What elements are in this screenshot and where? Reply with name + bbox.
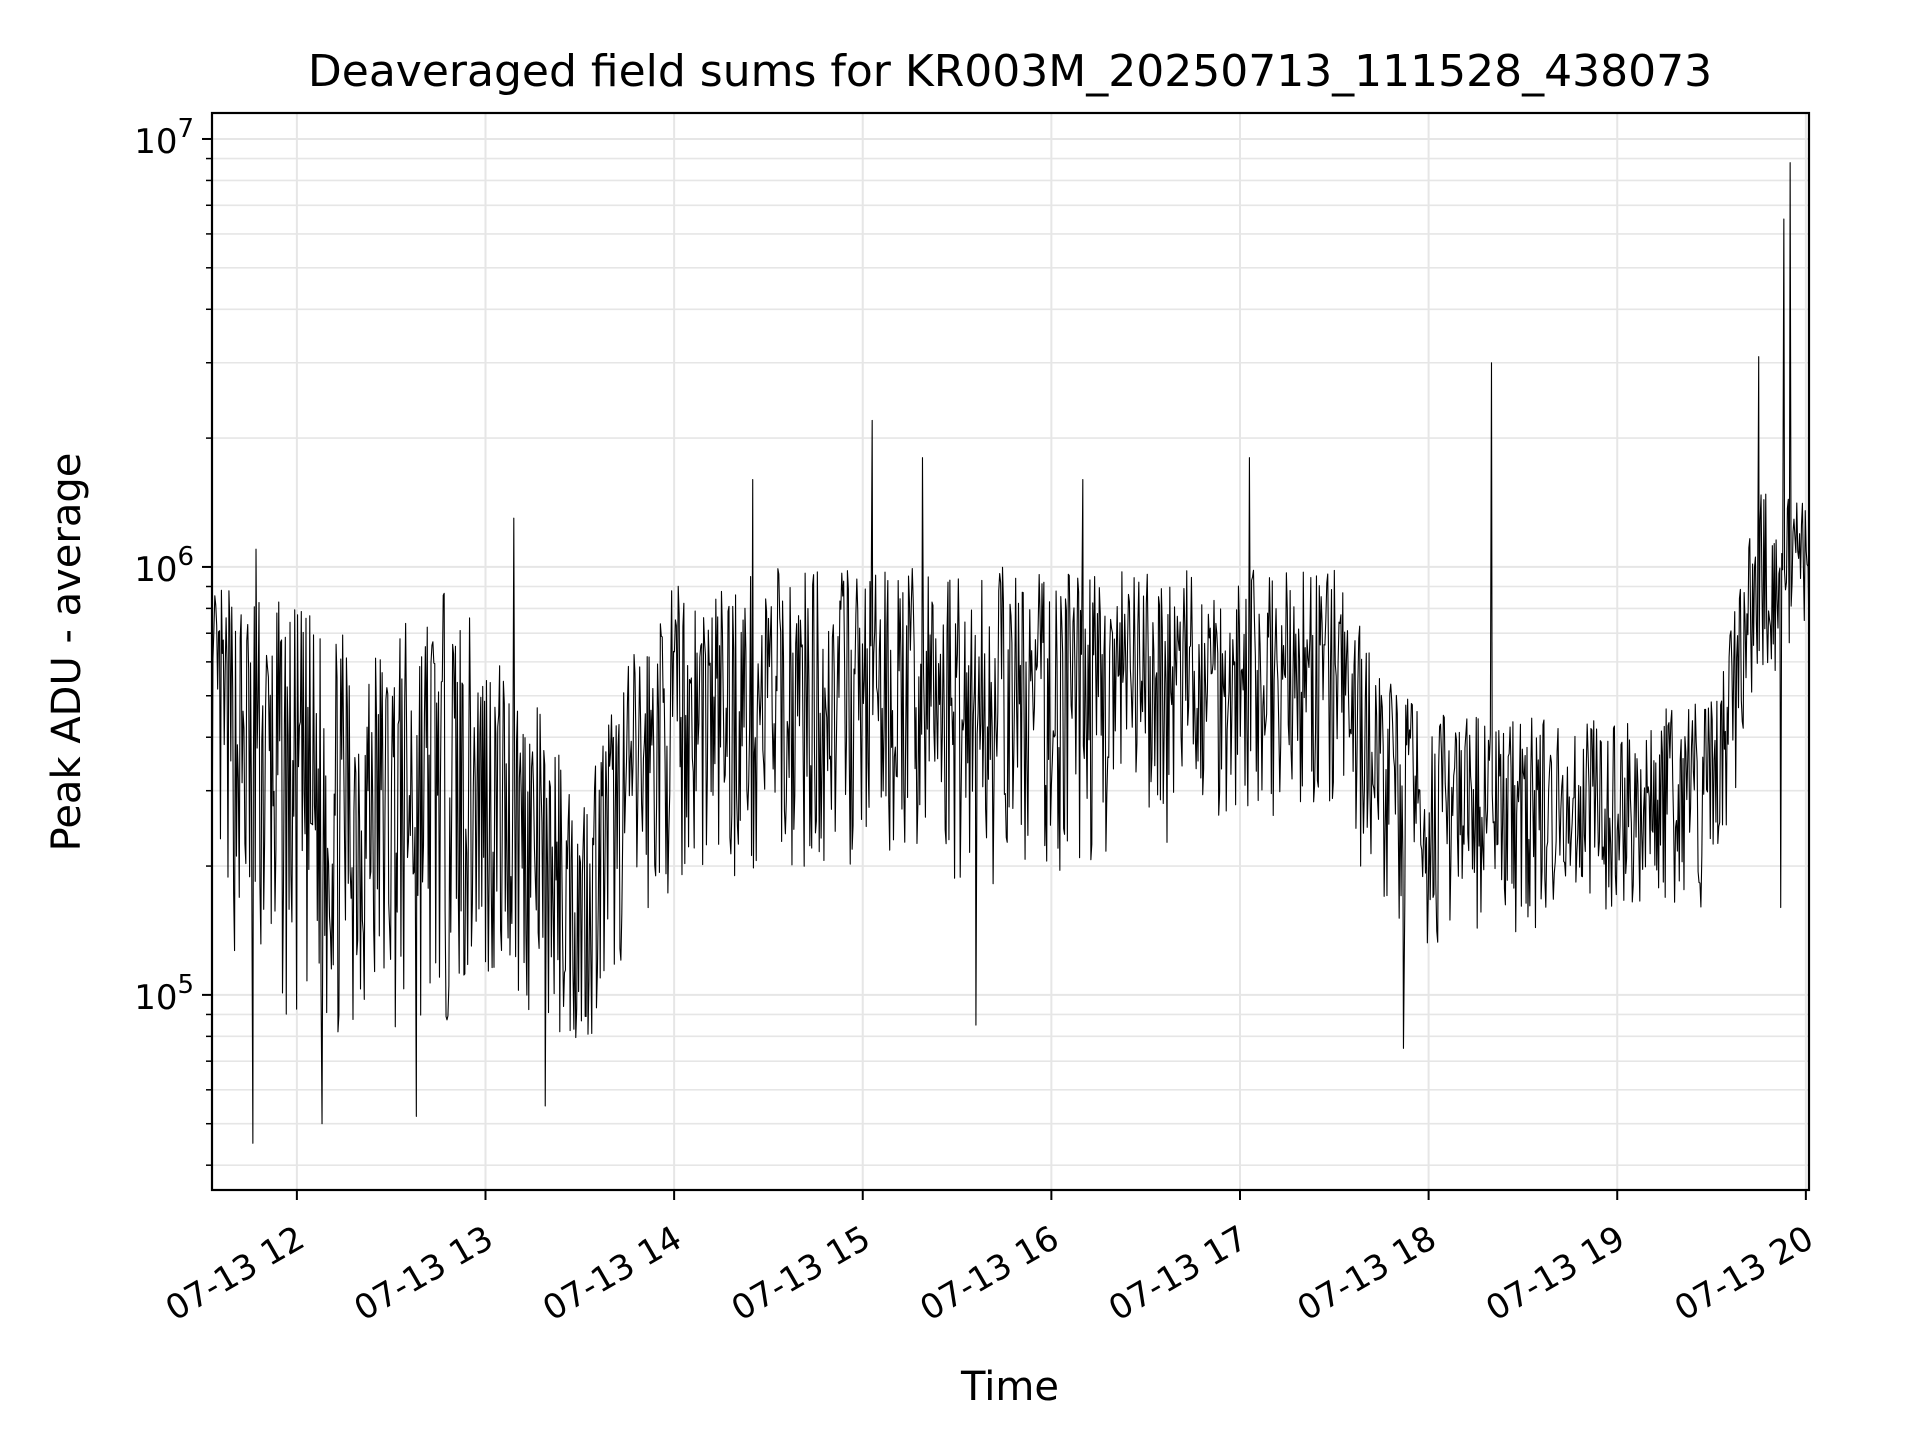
x-tick-label: 07-13 12 (159, 1218, 311, 1329)
x-tick-label: 07-13 14 (536, 1218, 688, 1329)
grid (212, 113, 1809, 1190)
y-axis-label: Peak ADU - average (44, 453, 90, 852)
y-tick-label: 105 (134, 970, 194, 1018)
x-axis: 07-13 12 07-13 13 07-13 14 07-13 15 07-13 16… (159, 1190, 1820, 1329)
x-axis-label: Time (960, 1364, 1059, 1410)
y-tick-label: 106 (134, 542, 194, 590)
x-tick-label: 07-13 20 (1668, 1218, 1820, 1329)
y-tick-exponent: 5 (177, 970, 194, 1000)
x-tick-label: 07-13 16 (913, 1218, 1065, 1329)
y-axis: 105 106 107 (134, 114, 212, 1166)
y-tick-exponent: 6 (177, 542, 194, 572)
plot-line-group (211, 162, 1810, 1144)
x-tick-label: 07-13 18 (1291, 1218, 1443, 1329)
x-tick-label: 07-13 19 (1479, 1218, 1631, 1329)
plot-frame (210, 111, 1811, 1192)
data-series-line (211, 162, 1810, 1144)
x-tick-label: 07-13 17 (1102, 1218, 1254, 1329)
y-tick-exponent: 7 (177, 114, 194, 144)
y-tick-label: 107 (134, 114, 194, 162)
x-tick-label: 07-13 15 (725, 1218, 877, 1329)
x-tick-label: 07-13 13 (348, 1218, 500, 1329)
chart-title: Deaveraged field sums for KR003M_2025071… (308, 46, 1712, 97)
